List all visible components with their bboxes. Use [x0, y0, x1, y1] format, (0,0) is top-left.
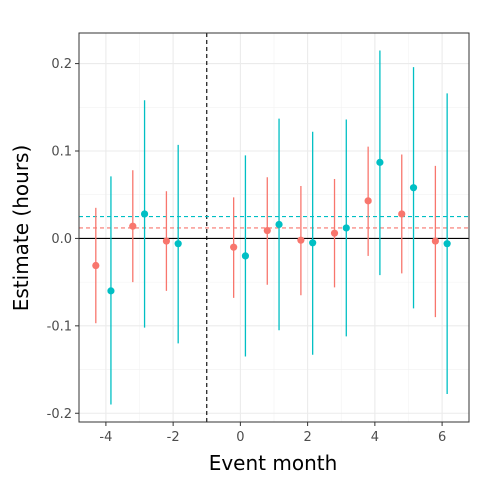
data-marks — [92, 50, 451, 405]
series-2-point — [275, 220, 283, 229]
x-tick-label: -2 — [167, 430, 180, 445]
series-2-point — [140, 210, 149, 218]
panel-border — [78, 32, 470, 423]
series-1-point — [92, 261, 100, 270]
series-2-point — [376, 158, 384, 166]
series-2-point — [409, 184, 418, 192]
y-tick-label: 0.2 — [51, 57, 72, 72]
series-1-point — [129, 222, 137, 230]
series-1-point — [330, 229, 339, 237]
y-tick-label: 0.1 — [51, 145, 72, 160]
series-1-point — [230, 243, 238, 251]
x-tick-label: -4 — [99, 430, 112, 445]
series-2-point — [443, 240, 451, 248]
axes: -4 -2 0 2 4 6 -0.2 -0.1 0.0 0.1 0.2 — [47, 57, 447, 445]
series-1-point — [263, 226, 271, 235]
series-2-point — [174, 240, 182, 248]
y-tick-label: -0.1 — [47, 319, 72, 334]
y-tick-label: -0.2 — [47, 407, 72, 422]
y-tick-label: 0.0 — [51, 232, 72, 247]
x-tick-label: 0 — [236, 430, 244, 445]
series-1-point — [364, 197, 372, 205]
series-1-point — [297, 236, 305, 244]
series-2-point — [309, 239, 317, 247]
series-1-point — [162, 237, 171, 245]
series-2-point — [241, 252, 250, 260]
x-tick-label: 4 — [371, 430, 379, 445]
x-tick-label: 2 — [303, 430, 311, 445]
series-1-point — [431, 237, 439, 245]
series-2-point — [342, 224, 350, 232]
x-axis-title: Event month — [209, 451, 338, 475]
x-tick-label: 6 — [438, 430, 446, 445]
y-axis-title: Estimate (hours) — [9, 145, 33, 312]
series-2-point — [107, 287, 115, 295]
series-1-point — [398, 210, 406, 218]
